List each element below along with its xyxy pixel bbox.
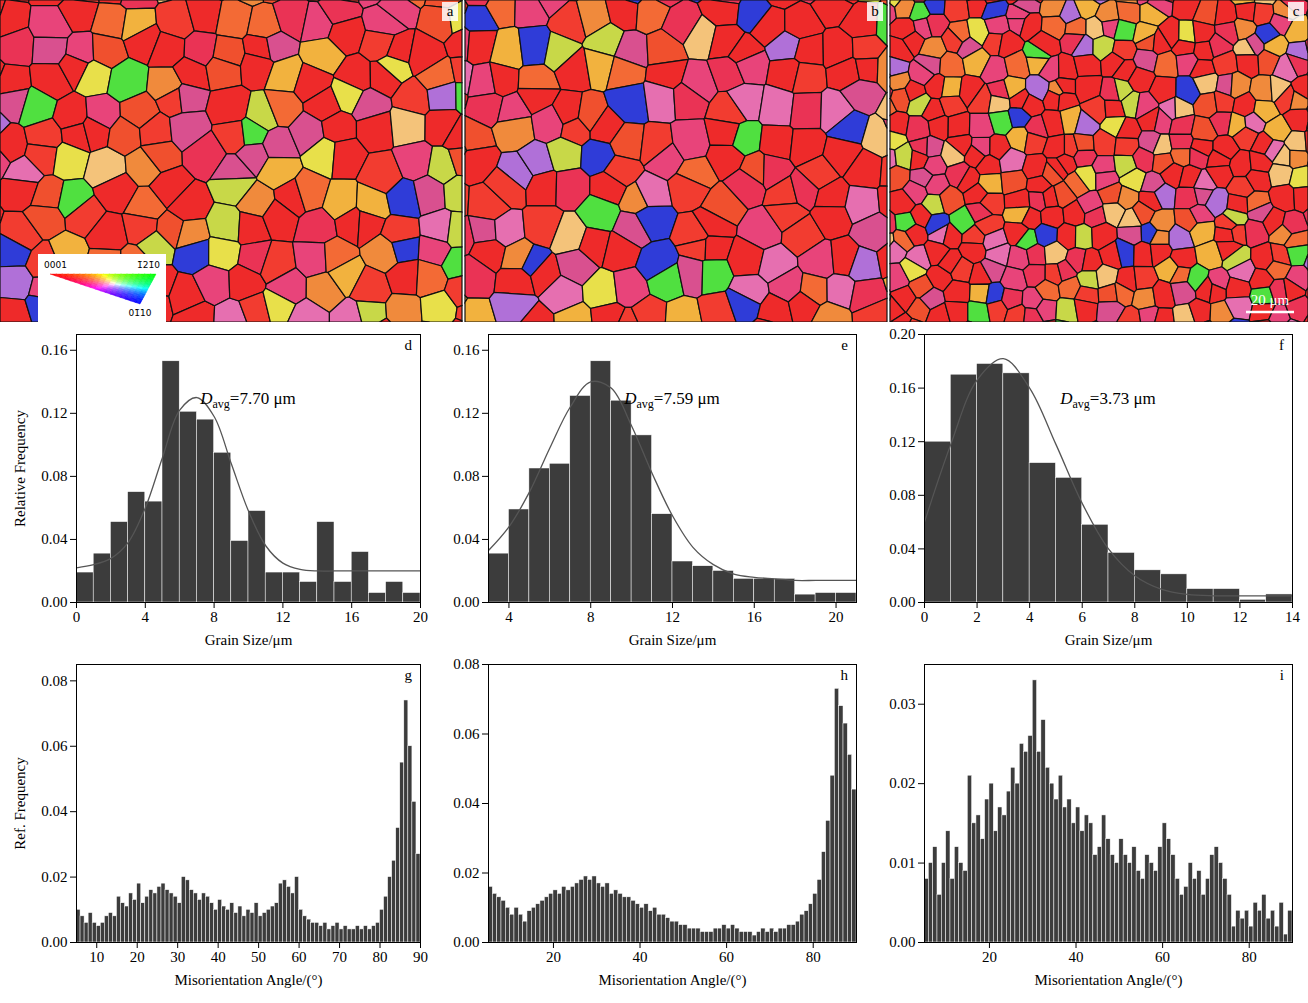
svg-text:0: 0 [921,609,929,625]
svg-text:50: 50 [251,949,266,965]
svg-text:0: 0 [73,609,81,625]
svg-text:0.08: 0.08 [41,468,67,484]
svg-text:0.04: 0.04 [453,795,480,811]
svg-text:Misorientation Angle/(°): Misorientation Angle/(°) [174,972,322,989]
svg-text:60: 60 [292,949,307,965]
svg-text:Davg=7.70 μm: Davg=7.70 μm [199,389,296,411]
svg-text:Grain Size/μm: Grain Size/μm [205,632,293,648]
svg-text:Relative Frequency: Relative Frequency [12,409,28,527]
svg-text:1̄21̄0: 1̄21̄0 [137,260,160,270]
svg-text:Grain Size/μm: Grain Size/μm [1065,632,1153,648]
svg-text:10: 10 [1180,609,1195,625]
svg-text:0.04: 0.04 [453,531,480,547]
svg-text:8: 8 [1131,609,1139,625]
svg-text:0.20: 0.20 [889,326,915,342]
svg-text:6: 6 [1078,609,1086,625]
svg-text:0.00: 0.00 [41,934,67,950]
svg-text:30: 30 [170,949,185,965]
svg-text:Grain Size/μm: Grain Size/μm [629,632,717,648]
svg-text:80: 80 [373,949,388,965]
svg-text:Misorientation Angle/(°): Misorientation Angle/(°) [1034,972,1182,989]
svg-text:0.16: 0.16 [453,342,480,358]
svg-text:01̄10: 01̄10 [129,308,152,318]
svg-text:16: 16 [747,609,763,625]
svg-text:60: 60 [1155,949,1170,965]
svg-text:4: 4 [1026,609,1034,625]
svg-text:0.06: 0.06 [453,726,480,742]
svg-text:0.12: 0.12 [453,405,479,421]
svg-text:60: 60 [719,949,734,965]
svg-text:10: 10 [89,949,104,965]
svg-text:0.00: 0.00 [453,934,479,950]
svg-text:4: 4 [142,609,150,625]
svg-text:0.01: 0.01 [889,855,915,871]
svg-text:40: 40 [633,949,648,965]
svg-text:Davg=7.59 μm: Davg=7.59 μm [623,389,720,411]
svg-text:20: 20 [413,609,428,625]
svg-text:70: 70 [332,949,347,965]
svg-text:0.00: 0.00 [889,934,915,950]
svg-text:12: 12 [275,609,290,625]
svg-text:8: 8 [210,609,218,625]
svg-text:g: g [405,667,413,683]
svg-text:Misorientation Angle/(°): Misorientation Angle/(°) [598,972,746,989]
svg-text:80: 80 [1242,949,1257,965]
svg-text:40: 40 [211,949,226,965]
svg-text:20: 20 [829,609,844,625]
svg-text:h: h [841,667,849,683]
svg-text:0.00: 0.00 [41,594,67,610]
svg-text:Ref. Frequency: Ref. Frequency [12,757,28,850]
svg-text:0.16: 0.16 [889,380,916,396]
svg-text:Davg=3.73 μm: Davg=3.73 μm [1059,389,1156,411]
svg-text:0.06: 0.06 [41,738,68,754]
svg-text:0.08: 0.08 [889,487,915,503]
svg-text:i: i [1280,667,1284,683]
svg-text:0.02: 0.02 [889,775,915,791]
svg-text:b: b [871,3,879,19]
svg-text:0.16: 0.16 [41,342,68,358]
svg-text:f: f [1279,337,1284,353]
svg-text:20: 20 [130,949,145,965]
svg-text:0.12: 0.12 [41,405,67,421]
svg-text:20: 20 [546,949,561,965]
svg-text:4: 4 [505,609,513,625]
svg-text:0.08: 0.08 [41,673,67,689]
svg-text:80: 80 [806,949,821,965]
svg-text:0.02: 0.02 [41,869,67,885]
svg-text:14: 14 [1285,609,1301,625]
svg-text:0.12: 0.12 [889,434,915,450]
svg-text:0.04: 0.04 [41,531,68,547]
svg-text:a: a [447,3,454,19]
svg-text:e: e [841,337,848,353]
svg-text:0.04: 0.04 [41,803,68,819]
svg-text:0.08: 0.08 [453,656,479,672]
svg-text:12: 12 [665,609,680,625]
svg-text:40: 40 [1069,949,1084,965]
svg-text:c: c [1293,3,1300,19]
svg-text:0.02: 0.02 [453,865,479,881]
svg-text:20 μm: 20 μm [1251,292,1290,308]
svg-text:0.00: 0.00 [889,594,915,610]
svg-text:12: 12 [1232,609,1247,625]
svg-text:0.00: 0.00 [453,594,479,610]
svg-text:8: 8 [587,609,595,625]
svg-text:0.04: 0.04 [889,541,916,557]
svg-text:90: 90 [413,949,428,965]
svg-text:20: 20 [982,949,997,965]
svg-text:16: 16 [344,609,360,625]
svg-text:d: d [405,337,413,353]
svg-text:0.03: 0.03 [889,696,915,712]
svg-text:2: 2 [973,609,981,625]
svg-text:0.08: 0.08 [453,468,479,484]
svg-text:0001: 0001 [44,260,67,270]
